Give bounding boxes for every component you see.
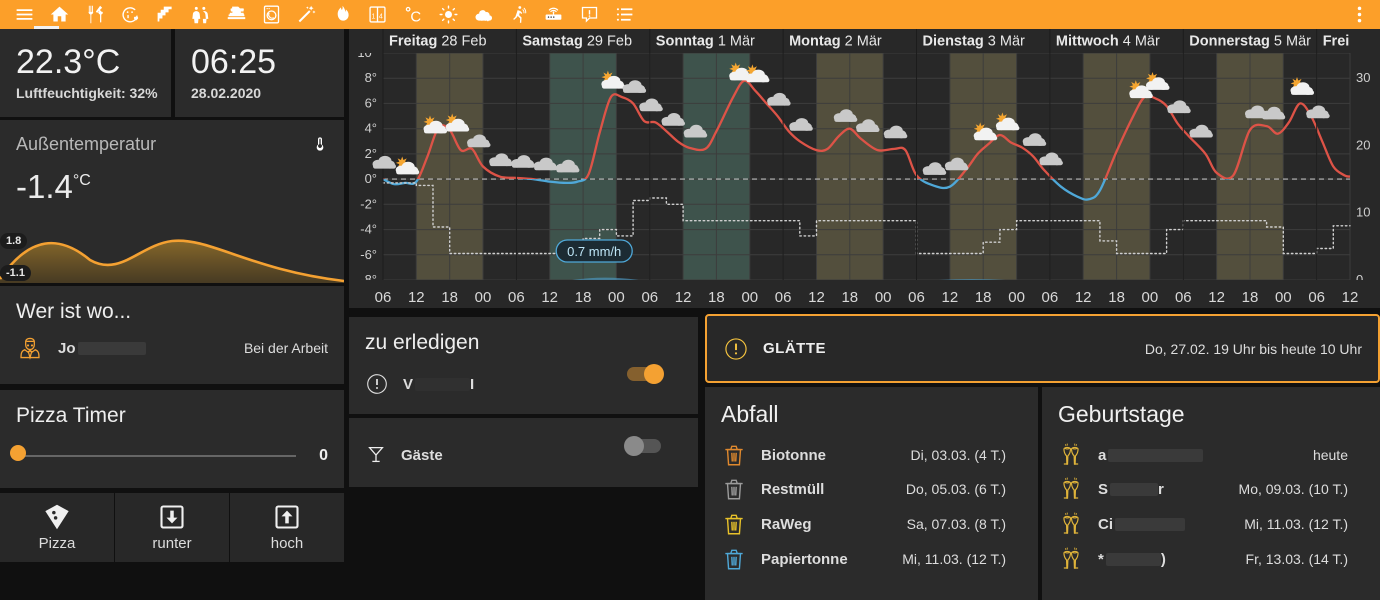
svg-text:4°: 4° <box>365 121 377 136</box>
svg-text:12: 12 <box>408 289 425 306</box>
svg-text:12: 12 <box>675 289 692 306</box>
svg-text:0°: 0° <box>365 171 377 186</box>
svg-text:12: 12 <box>1075 289 1092 306</box>
svg-text:Freitag 28 Feb: Freitag 28 Feb <box>389 34 487 50</box>
svg-text:-2°: -2° <box>360 196 377 211</box>
svg-text:4: 4 <box>379 13 383 20</box>
svg-text:-6°: -6° <box>360 247 377 262</box>
svg-text:00: 00 <box>875 289 892 306</box>
svg-text:10: 10 <box>1356 205 1370 220</box>
svg-text:00: 00 <box>475 289 492 306</box>
svg-text:06: 06 <box>775 289 792 306</box>
svg-text:Dienstag 3 Mär: Dienstag 3 Mär <box>923 34 1026 50</box>
svg-text:06: 06 <box>908 289 925 306</box>
svg-text:C: C <box>411 10 422 26</box>
svg-text:06: 06 <box>375 289 392 306</box>
svg-text:00: 00 <box>741 289 758 306</box>
svg-text:06: 06 <box>1175 289 1192 306</box>
svg-text:18: 18 <box>975 289 992 306</box>
svg-text:12: 12 <box>808 289 825 306</box>
svg-text:18: 18 <box>841 289 858 306</box>
svg-text:30: 30 <box>1356 70 1370 85</box>
svg-text:18: 18 <box>708 289 725 306</box>
svg-text:12: 12 <box>541 289 558 306</box>
svg-text:00: 00 <box>1008 289 1025 306</box>
svg-text:0.7 mm/h: 0.7 mm/h <box>567 244 621 259</box>
svg-text:12: 12 <box>1342 289 1359 306</box>
svg-text:18: 18 <box>1242 289 1259 306</box>
svg-text:06: 06 <box>1308 289 1325 306</box>
svg-text:18: 18 <box>1108 289 1125 306</box>
svg-text:Montag 2 Mär: Montag 2 Mär <box>789 34 882 50</box>
svg-text:20: 20 <box>1356 138 1370 153</box>
svg-text:Frei: Frei <box>1323 34 1350 50</box>
svg-text:00: 00 <box>1275 289 1292 306</box>
svg-text:Donnerstag 5 Mär: Donnerstag 5 Mär <box>1189 34 1311 50</box>
svg-text:Mittwoch 4 Mär: Mittwoch 4 Mär <box>1056 34 1160 50</box>
svg-text:1: 1 <box>372 13 376 20</box>
svg-text:06: 06 <box>508 289 525 306</box>
svg-text:-4°: -4° <box>360 222 377 237</box>
svg-text:12: 12 <box>942 289 959 306</box>
svg-text:8°: 8° <box>365 70 377 85</box>
svg-text:18: 18 <box>575 289 592 306</box>
svg-text:12: 12 <box>1208 289 1225 306</box>
svg-text:06: 06 <box>1042 289 1059 306</box>
svg-text:Samstag 29 Feb: Samstag 29 Feb <box>522 34 632 50</box>
svg-text:00: 00 <box>608 289 625 306</box>
svg-text:2°: 2° <box>365 146 377 161</box>
svg-text:00: 00 <box>1142 289 1159 306</box>
svg-text:06: 06 <box>641 289 658 306</box>
svg-text:Sonntag 1 Mär: Sonntag 1 Mär <box>656 34 755 50</box>
svg-text:18: 18 <box>441 289 458 306</box>
svg-text:6°: 6° <box>365 95 377 110</box>
